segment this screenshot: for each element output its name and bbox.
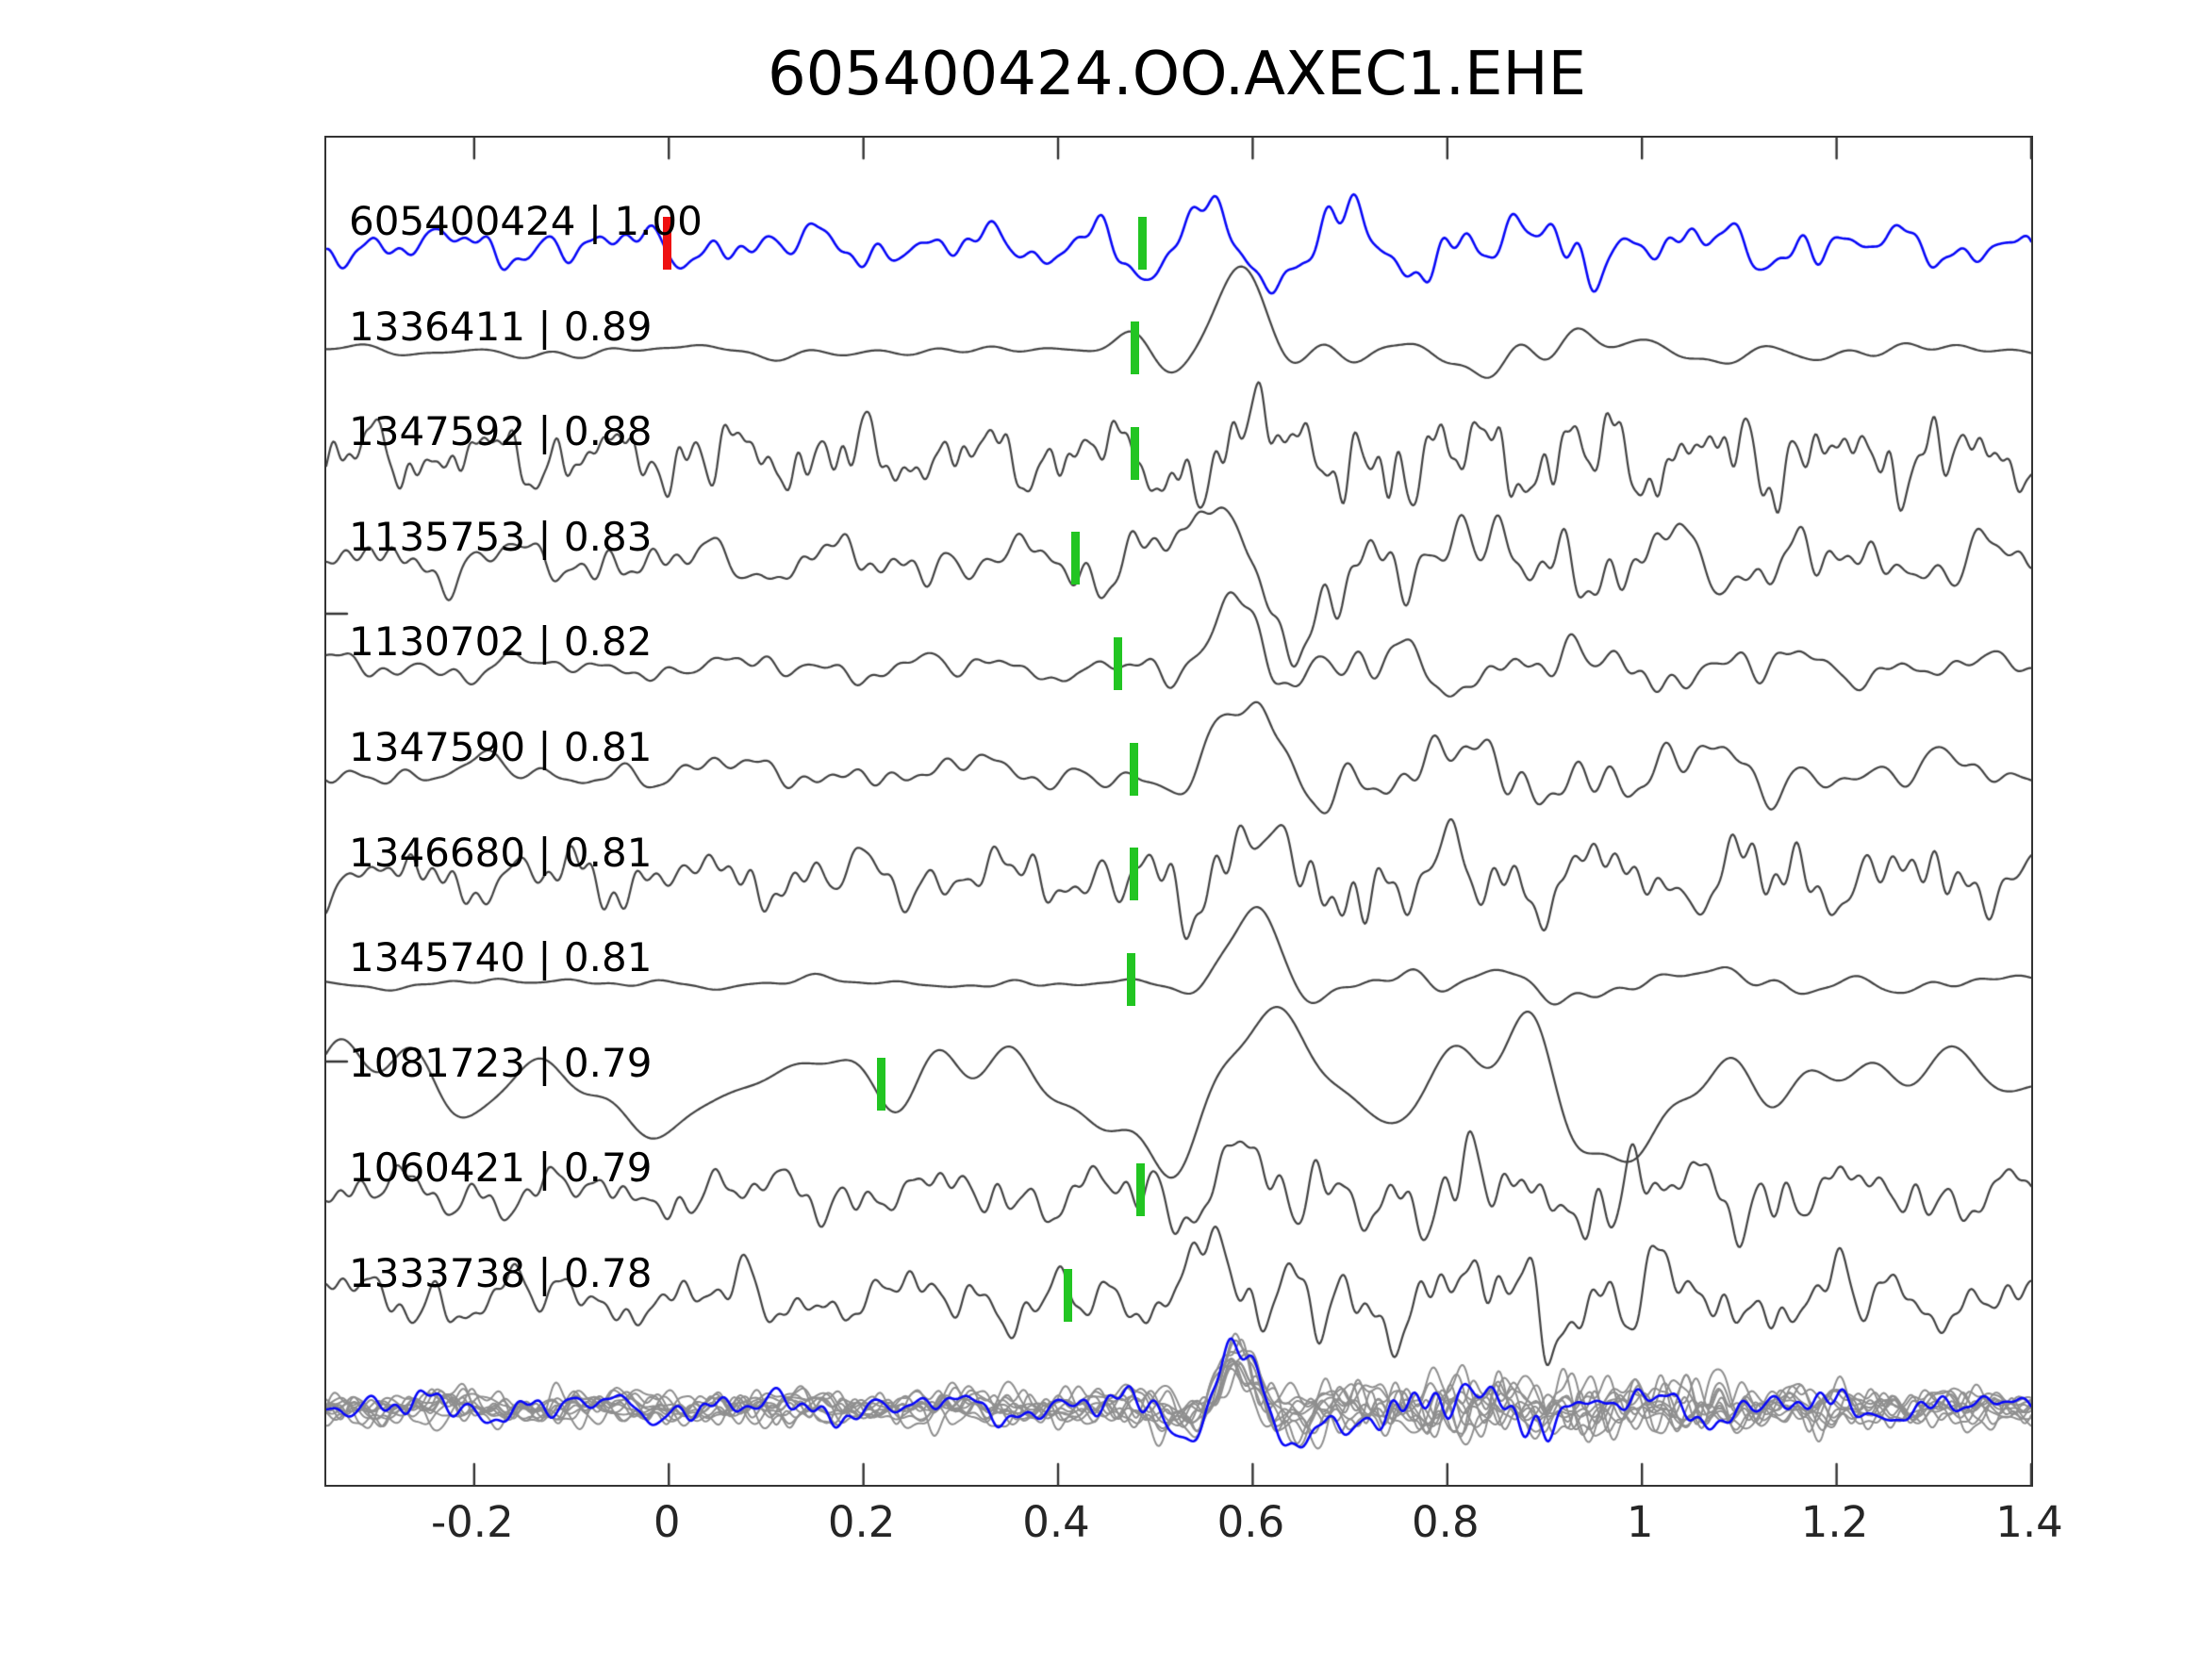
trace-label: 1135753 | 0.83: [349, 513, 653, 560]
trace-label: 1347592 | 0.88: [349, 408, 653, 455]
pick-marker: [1136, 1162, 1146, 1216]
trace-label: 1130702 | 0.82: [349, 618, 653, 666]
x-tick-label: 0.6: [1216, 1497, 1285, 1547]
pick-marker: [876, 1058, 885, 1112]
trace-label: 1347590 | 0.81: [349, 724, 653, 770]
pick-marker: [1113, 636, 1122, 690]
x-tick-label: 1: [1626, 1497, 1654, 1547]
trace-label: 1333738 | 0.78: [349, 1250, 653, 1296]
x-tick-label: 1.2: [1800, 1497, 1869, 1547]
x-tick-label: 1.4: [1995, 1497, 2063, 1547]
waveform-canvas: [326, 138, 2031, 1485]
trace-label: 1345740 | 0.81: [349, 934, 653, 981]
pick-marker: [1130, 848, 1139, 901]
pick-marker: [1063, 1268, 1072, 1322]
trace-label: 1346680 | 0.81: [349, 829, 653, 876]
chart-title: 605400424.OO.AXEC1.EHE: [767, 40, 1587, 109]
plot-area: [324, 136, 2033, 1487]
x-tick-label: -0.2: [430, 1497, 514, 1547]
x-tick-label: 0.2: [827, 1497, 896, 1547]
template-marker: [662, 216, 671, 270]
x-tick-label: 0.8: [1412, 1497, 1480, 1547]
pick-marker: [1131, 426, 1140, 480]
trace-label: 605400424 | 1.00: [349, 198, 703, 244]
pick-marker: [1131, 321, 1140, 375]
pick-marker: [1071, 532, 1081, 585]
trace-label: 1060421 | 0.79: [349, 1145, 653, 1192]
pick-marker: [1130, 742, 1139, 796]
pick-marker: [1138, 216, 1148, 270]
pick-marker: [1126, 952, 1135, 1006]
trace-label: 1081723 | 0.79: [349, 1039, 653, 1086]
x-tick-label: 0.4: [1022, 1497, 1090, 1547]
correlation-plot-figure: 605400424.OO.AXEC1.EHE 605400424 | 1.00 1…: [38, 15, 2200, 1665]
trace-label: 1336411 | 0.89: [349, 303, 653, 350]
x-tick-label: 0: [653, 1497, 681, 1547]
